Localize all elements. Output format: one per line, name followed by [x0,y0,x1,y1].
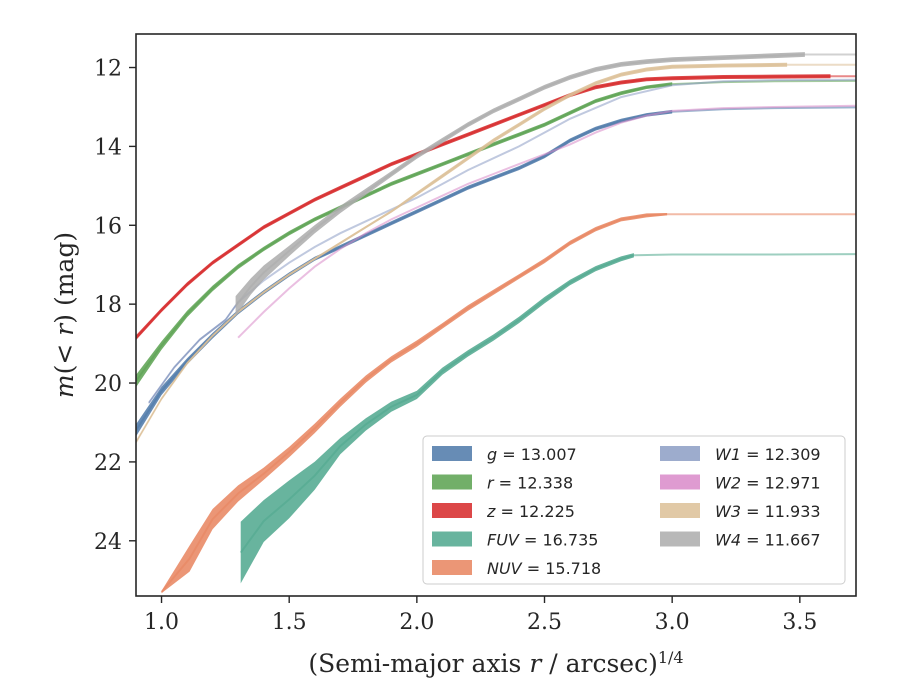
plot-frame [135,33,857,597]
y-axis: 12 14 16 18 20 22 24 [94,57,136,555]
y-tick-label: 14 [94,135,122,160]
legend-swatch [660,474,700,490]
series-layer [136,52,856,594]
legend-label: W3 = 11.933 [715,502,821,521]
legend-swatch [660,446,700,461]
x-tick-label: 3.0 [655,610,690,635]
legend-swatch [432,474,472,490]
x-tick-label: 1.0 [144,610,179,635]
series-z [136,74,856,341]
legend-item-w2: W2 = 12.971 [660,474,821,493]
legend-swatch [432,446,472,461]
legend-label: FUV = 16.735 [487,531,598,550]
legend-item-fuv: FUV = 16.735 [432,531,598,550]
series-r [136,79,856,388]
series-fuv [239,253,856,584]
legend-swatch [660,503,700,518]
y-tick-label: 18 [94,293,122,318]
legend-item-w4: W4 = 11.667 [660,531,821,550]
series-band [148,301,239,404]
y-tick-label: 24 [94,530,122,555]
y-tick-label: 12 [94,57,122,82]
legend: g = 13.007 r = 12.338 z = 12.225 FUV = 16.7… [422,435,846,585]
legend-item-z: z = 12.225 [432,502,575,521]
series-nuv [160,213,856,594]
legend-label: NUV = 15.718 [487,559,601,578]
series-w4 [234,52,856,317]
legend-box [422,435,846,585]
x-tick-label: 2.5 [527,610,562,635]
legend-swatch [432,531,472,547]
y-axis-title: m(< r) (mag) [50,232,79,398]
legend-swatch [432,560,472,575]
legend-label: W2 = 12.971 [715,474,821,493]
x-axis: 1.0 1.5 2.0 2.5 3.0 3.5 [144,596,817,635]
legend-label: W4 = 11.667 [715,531,821,550]
y-tick-label: 16 [94,214,122,239]
legend-label: g = 13.007 [487,445,577,464]
legend-swatch [432,503,472,518]
x-tick-label: 3.5 [782,610,817,635]
y-tick-label: 20 [94,372,122,397]
legend-item-w1: W1 = 12.309 [660,445,821,464]
legend-label: r = 12.338 [487,474,573,493]
x-tick-label: 2.0 [399,610,434,635]
legend-label: z = 12.225 [486,502,575,521]
y-tick-label: 22 [94,451,122,476]
legend-swatch [660,531,700,547]
legend-label: W1 = 12.309 [715,445,821,464]
legend-item-r: r = 12.338 [432,474,573,493]
series-w1 [147,78,856,404]
series-line [237,104,856,339]
x-axis-title: (Semi-major axis r / arcsec)1/4 [308,648,683,679]
legend-item-nuv: NUV = 15.718 [432,559,601,578]
series-band [136,74,831,341]
legend-item-w3: W3 = 11.933 [660,502,821,521]
series-w2 [237,104,856,339]
legend-item-g: g = 13.007 [432,445,577,464]
x-tick-label: 1.5 [272,610,307,635]
